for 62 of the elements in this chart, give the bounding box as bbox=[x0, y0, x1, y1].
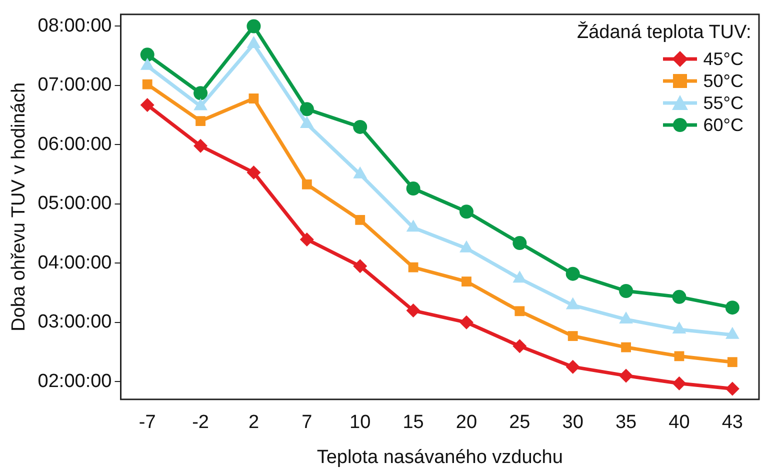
point bbox=[408, 262, 418, 272]
point bbox=[568, 331, 578, 341]
point bbox=[246, 19, 261, 34]
point bbox=[300, 232, 314, 246]
y-tick-label: 06:00:00 bbox=[38, 134, 112, 155]
point bbox=[725, 300, 740, 315]
point bbox=[459, 204, 474, 219]
point bbox=[514, 306, 525, 316]
point bbox=[194, 86, 208, 100]
legend-label: 45°C bbox=[703, 48, 744, 70]
x-axis-title: Teplota nasávaného vzduchu bbox=[316, 446, 563, 468]
point bbox=[246, 166, 261, 180]
point bbox=[619, 284, 634, 298]
point bbox=[459, 315, 474, 330]
x-tick-label: 43 bbox=[722, 412, 743, 434]
point bbox=[140, 98, 154, 112]
x-tick-label: 20 bbox=[456, 412, 478, 434]
point bbox=[674, 351, 684, 362]
x-tick-label: 25 bbox=[509, 412, 530, 434]
x-tick-label: 40 bbox=[668, 412, 690, 434]
point bbox=[302, 179, 312, 190]
point bbox=[727, 357, 738, 368]
legend-label: 55°C bbox=[703, 92, 744, 114]
x-tick-label: 35 bbox=[615, 412, 637, 434]
y-tick-label: 02:00:00 bbox=[38, 370, 112, 392]
point bbox=[355, 214, 366, 225]
y-tick-label: 08:00:00 bbox=[38, 15, 112, 36]
point bbox=[462, 276, 472, 286]
point bbox=[194, 138, 208, 153]
x-tick-label: 15 bbox=[402, 412, 424, 434]
y-tick-label: 03:00:00 bbox=[38, 312, 112, 333]
point bbox=[248, 94, 259, 104]
point bbox=[512, 236, 527, 250]
point bbox=[140, 48, 154, 62]
legend-title: Žádaná teplota TUV: bbox=[577, 22, 752, 44]
x-tick-label: -7 bbox=[138, 412, 156, 434]
point bbox=[512, 339, 527, 354]
point bbox=[619, 368, 634, 383]
x-tick-label: 2 bbox=[248, 412, 260, 434]
point bbox=[353, 120, 368, 134]
point bbox=[406, 182, 420, 196]
point bbox=[566, 266, 580, 281]
x-tick-label: 7 bbox=[302, 412, 312, 434]
point bbox=[672, 290, 686, 304]
legend-label: 60°C bbox=[703, 114, 744, 136]
x-tick-label: -2 bbox=[192, 412, 209, 434]
y-tick-label: 04:00:00 bbox=[38, 252, 112, 274]
x-tick-label: 30 bbox=[562, 412, 584, 434]
point bbox=[300, 102, 314, 116]
y-axis-title: Doba ohřevu TUV v hodinách bbox=[8, 82, 30, 332]
point bbox=[672, 376, 686, 390]
y-tick-label: 05:00:00 bbox=[38, 193, 112, 214]
point bbox=[406, 304, 420, 318]
point bbox=[196, 116, 206, 126]
point bbox=[142, 79, 152, 90]
point bbox=[621, 342, 631, 352]
point bbox=[566, 360, 580, 374]
point bbox=[353, 259, 368, 274]
legend-label: 50°C bbox=[703, 70, 744, 92]
x-tick-label: 10 bbox=[350, 412, 371, 434]
y-tick-label: 07:00:00 bbox=[38, 74, 112, 96]
point bbox=[725, 382, 740, 396]
